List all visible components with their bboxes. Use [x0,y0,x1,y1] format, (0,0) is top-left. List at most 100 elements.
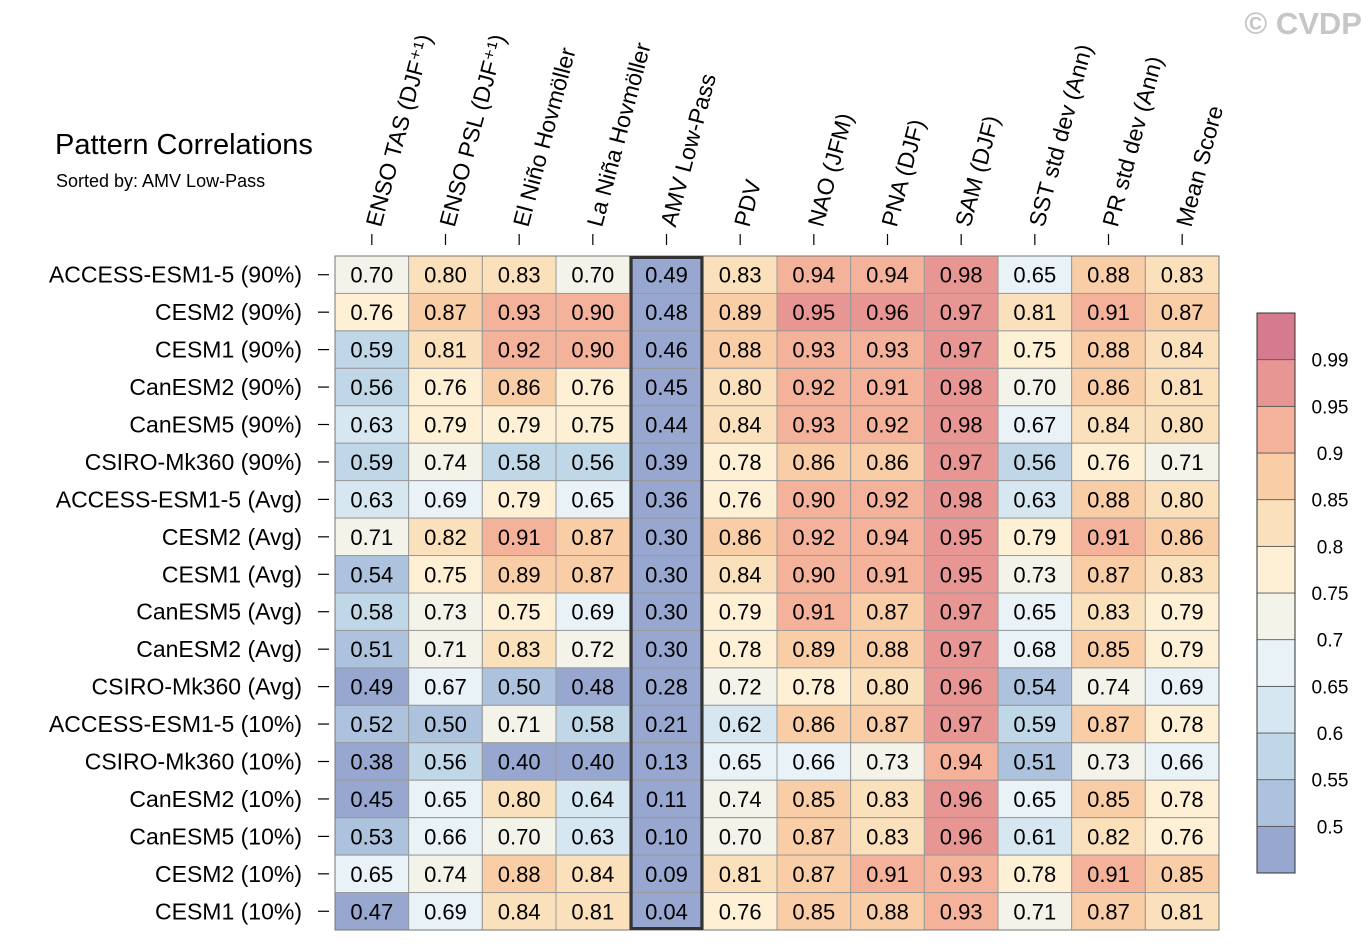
heatmap-cell [629,742,704,781]
cell-value-label: 0.49 [350,675,393,700]
cell-value-label: 0.91 [498,525,541,550]
cell-value-label: 0.63 [350,487,393,512]
colorbar-label: 0.9 [1317,444,1343,465]
column-labels: ENSO TAS (DJF⁺¹)ENSO PSL (DJF⁺¹)El Niño … [361,31,1228,245]
cell-value-label: 0.71 [498,712,541,737]
heatmap-cell [334,330,410,369]
column-label: La Niña Hovmöller [582,39,656,229]
cell-value-label: 0.98 [940,375,983,400]
heatmap-cell [555,817,631,856]
cell-value-label: 0.78 [719,450,762,475]
cell-value-label: 0.66 [792,750,835,775]
heatmap-cell [850,817,925,856]
cell-value-label: 0.87 [1161,300,1204,325]
cell-value-label: 0.30 [645,600,688,625]
cell-value-label: 0.59 [350,450,393,475]
cell-value-label: 0.89 [498,562,541,587]
heatmap-cell [334,555,410,594]
heatmap-cell [850,555,925,594]
colorbar-bin [1256,732,1296,781]
heatmap-cell [629,592,704,631]
row-label: CESM1 (90%) [155,337,302,363]
heatmap-cell [481,367,557,407]
colorbar-bin [1256,592,1296,641]
heatmap-cell [334,629,410,669]
cell-value-label: 0.78 [792,675,835,700]
chart-subtitle: Sorted by: AMV Low-Pass [56,171,265,191]
cell-value-label: 0.83 [498,263,541,288]
cell-value-label: 0.21 [645,712,688,737]
cell-value-label: 0.62 [719,712,762,737]
cell-value-label: 0.84 [719,413,762,438]
heatmap-cell [702,367,778,407]
cell-value-label: 0.70 [498,824,541,849]
heatmap-cell [1144,555,1220,594]
cell-value-label: 0.65 [1013,263,1056,288]
heatmap-cell [997,330,1073,369]
colorbar: 0.5 0.55 0.6 0.65 0.7 0.75 0.8 0.85 0.9 0.95 0.99 [1256,312,1348,874]
heatmap-cell [776,517,852,557]
heatmap-cell [702,405,778,444]
cell-value-label: 0.94 [940,750,983,775]
heatmap-cell [1071,592,1146,631]
cell-value-label: 0.54 [350,562,393,587]
cell-value-label: 0.87 [1087,562,1130,587]
row-label: CSIRO-Mk360 (90%) [85,449,302,475]
cell-value-label: 0.93 [792,338,835,363]
cell-value-label: 0.83 [1161,263,1204,288]
cell-value-label: 0.95 [792,300,835,325]
heatmap-cell [702,817,778,856]
heatmap-cell [1071,742,1146,781]
heatmap-cell [1071,517,1146,557]
row-label: CanESM5 (90%) [129,412,302,438]
heatmap-cell [629,892,704,931]
cell-value-label: 0.85 [1087,787,1130,812]
heatmap-cell [776,892,852,931]
cell-value-label: 0.85 [1161,862,1204,887]
colorbar-bin [1256,499,1296,547]
cell-value-label: 0.73 [1087,750,1130,775]
cell-value-label: 0.65 [1013,600,1056,625]
cell-value-label: 0.50 [424,712,467,737]
cell-value-label: 0.97 [940,637,983,662]
cell-value-label: 0.87 [866,712,909,737]
cell-value-label: 0.97 [940,300,983,325]
colorbar-bin [1256,545,1296,594]
cell-value-label: 0.53 [350,824,393,849]
heatmap-cell [555,330,631,369]
cell-value-label: 0.87 [571,525,614,550]
highlight-frame [629,256,704,930]
cell-value-label: 0.81 [1161,899,1204,924]
heatmap-cell [850,742,925,781]
cell-value-label: 0.75 [1013,338,1056,363]
cell-value-label: 0.58 [350,600,393,625]
heatmap-cell [481,555,557,594]
cell-value-label: 0.76 [719,899,762,924]
heatmap-cell [555,742,631,781]
cell-value-label: 0.79 [719,600,762,625]
cell-value-label: 0.51 [1013,750,1056,775]
heatmap-cell [1144,255,1220,294]
colorbar-bin [1256,685,1296,734]
cell-value-label: 0.83 [498,637,541,662]
cell-value-label: 0.86 [1087,375,1130,400]
column-label: ENSO PSL (DJF⁺¹) [434,31,510,229]
cell-value-label: 0.81 [719,862,762,887]
cell-value-label: 0.70 [1013,375,1056,400]
cell-value-label: 0.74 [424,862,467,887]
cell-value-label: 0.97 [940,600,983,625]
cell-value-label: 0.48 [645,300,688,325]
colorbar-bin [1256,405,1296,454]
heatmap-cell [1071,330,1146,369]
cell-value-label: 0.79 [1013,525,1056,550]
cell-value-label: 0.39 [645,450,688,475]
cell-value-label: 0.87 [792,824,835,849]
heatmap-cell [776,592,852,631]
row-label: CanESM2 (Avg) [136,636,302,662]
cell-value-label: 0.76 [571,375,614,400]
cell-value-label: 0.56 [424,750,467,775]
cell-value-label: 0.90 [571,300,614,325]
row-label: CSIRO-Mk360 (Avg) [92,674,302,700]
colorbar-label: 0.8 [1317,537,1343,558]
highlighted-column [629,256,704,930]
